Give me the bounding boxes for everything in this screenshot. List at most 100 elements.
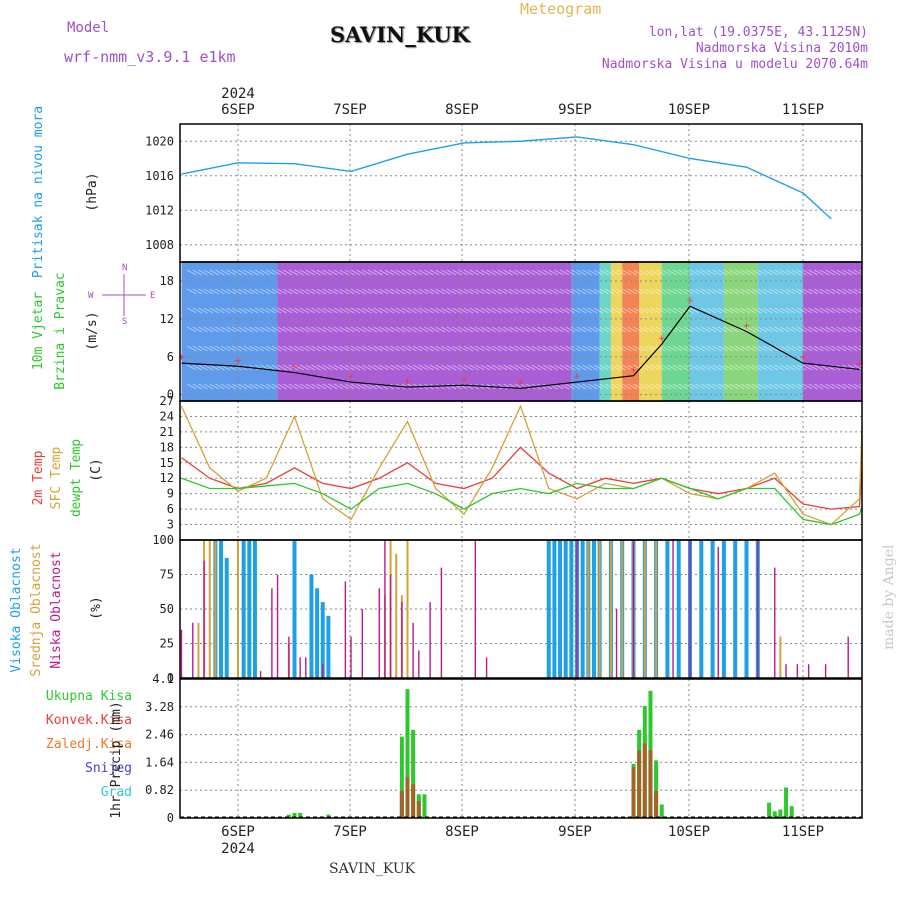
- wind-barb: [610, 383, 621, 390]
- wind-barb: [633, 307, 643, 314]
- wind-barb: [729, 326, 739, 333]
- wind-barb: [644, 383, 655, 390]
- wind-barb: [362, 288, 372, 295]
- wind-barb: [774, 345, 784, 352]
- wind-barb: [734, 326, 745, 333]
- gust-marker: +: [856, 359, 864, 369]
- x-bottom-year: 2024: [221, 841, 255, 857]
- wind-barb: [746, 326, 756, 333]
- wind-barb: [458, 307, 468, 314]
- wind-barb: [723, 364, 734, 371]
- wind-barb: [723, 383, 734, 390]
- wind-barb: [712, 326, 722, 333]
- wind-barb: [305, 383, 316, 390]
- wind-barb: [350, 288, 361, 295]
- wind-barb: [407, 345, 417, 352]
- wind-barb: [808, 326, 818, 333]
- wind-barb: [508, 364, 519, 371]
- wind-barb: [412, 307, 423, 314]
- wind-barb: [232, 288, 242, 295]
- wind-barb: [650, 383, 660, 390]
- precip-bar: [411, 784, 416, 818]
- wind-barb: [333, 326, 344, 333]
- wind-barb: [678, 288, 688, 295]
- wind-barb: [797, 307, 807, 314]
- wind-barb: [554, 345, 564, 352]
- wind-barb: [492, 345, 502, 352]
- cloud-bar: [429, 602, 431, 678]
- wind-barb: [638, 364, 649, 371]
- wind-barb: [689, 364, 700, 371]
- y-tick-label: 0: [167, 811, 174, 825]
- precip-bar: [637, 750, 642, 818]
- wind-barb: [633, 326, 643, 333]
- y-tick-label: 25: [160, 637, 174, 651]
- wind-barb: [757, 326, 768, 333]
- cloud-bar: [744, 540, 749, 678]
- cloud-bar: [615, 609, 618, 678]
- wind-barb: [650, 288, 660, 295]
- wind-barb: [350, 269, 361, 276]
- wind-ylabel-1: 10m Vjetar: [31, 292, 46, 370]
- wind-barb: [525, 364, 536, 371]
- wind-barb: [825, 269, 835, 276]
- wind-barb: [644, 326, 655, 333]
- wind-barb: [621, 364, 632, 371]
- wind-barb: [429, 345, 440, 352]
- wind-barb: [627, 269, 638, 276]
- x-top-label: 6SEP: [221, 102, 255, 118]
- wind-barb: [475, 288, 485, 295]
- cloud-bar: [271, 588, 273, 678]
- wind-barb: [537, 345, 547, 352]
- wind-barb: [774, 364, 784, 371]
- wind-barb: [339, 288, 349, 295]
- panel-frame: [179, 678, 863, 819]
- wind-barb: [780, 307, 790, 314]
- wind-barb: [638, 288, 649, 295]
- wind-barb: [345, 326, 355, 333]
- wind-barb: [729, 345, 739, 352]
- temp-line-0: [181, 446, 863, 510]
- wind-barb: [757, 364, 768, 371]
- precip-bar: [654, 790, 659, 818]
- wind-barb: [339, 307, 349, 314]
- precip-bar: [292, 812, 297, 818]
- cloud-unit: (%): [89, 596, 104, 619]
- wind-barb: [492, 307, 502, 314]
- wind-barb: [548, 364, 558, 371]
- cloud-bar: [197, 622, 200, 678]
- wind-barb: [655, 326, 666, 333]
- wind-barb: [356, 364, 366, 371]
- wind-barb: [746, 307, 756, 314]
- wind-barb: [503, 345, 513, 352]
- wind-barb: [814, 307, 824, 314]
- wind-barb: [661, 307, 671, 314]
- wind-barb: [633, 288, 643, 295]
- wind-barb: [441, 383, 451, 390]
- wind-barb: [333, 307, 344, 314]
- cloud-bar: [563, 540, 568, 678]
- wind-barb: [192, 269, 203, 276]
- wind-barb: [497, 364, 508, 371]
- wind-barb: [610, 345, 621, 352]
- wind-barb: [520, 326, 530, 333]
- wind-barb: [282, 345, 293, 352]
- wind-barb: [412, 288, 423, 295]
- wind-barb: [463, 269, 474, 276]
- wind-barb: [209, 307, 219, 314]
- wind-barb: [785, 269, 796, 276]
- wind-barb: [384, 326, 395, 333]
- wind-barb: [209, 288, 219, 295]
- wind-barb: [712, 345, 722, 352]
- y-tick-label: 1012: [145, 203, 174, 217]
- precip-bar: [405, 777, 410, 818]
- wind-barb: [367, 288, 378, 295]
- wind-barb: [621, 288, 632, 295]
- wind-barb: [469, 364, 479, 371]
- wind-barb: [576, 307, 587, 314]
- wind-barb: [186, 288, 197, 295]
- wind-barb: [537, 364, 547, 371]
- y-tick-label: 1.64: [145, 755, 174, 769]
- wind-barb: [565, 383, 575, 390]
- wind-barb: [695, 269, 705, 276]
